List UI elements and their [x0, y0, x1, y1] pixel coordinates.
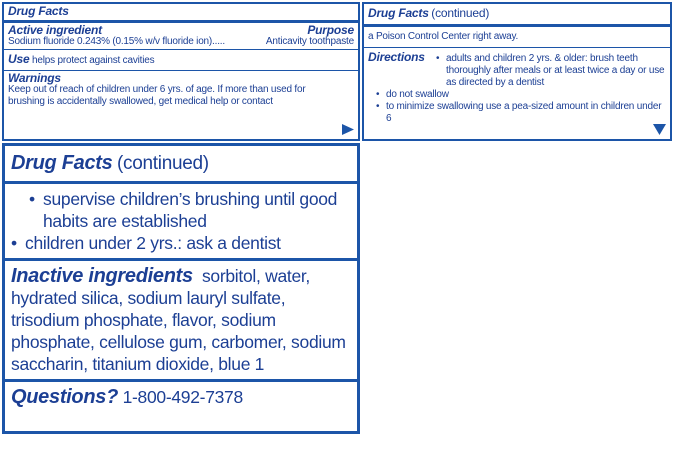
panel-1: Drug Facts Active ingredient Purpose Sodi… — [2, 2, 360, 141]
title-suffix: (continued) — [431, 6, 490, 20]
direction: adults and children 2 yrs. & older: brus… — [436, 53, 666, 89]
direction: supervise children’s brushing until good… — [29, 188, 351, 232]
text: Sodium fluoride 0.243% (0.15% w/v fluori… — [8, 36, 225, 47]
direction: do not swallow — [376, 89, 666, 101]
warnings-section: Warnings Keep out of reach of children u… — [4, 71, 358, 139]
panel-2: Drug Facts (continued) a Poison Control … — [362, 2, 672, 141]
arrow — [342, 124, 354, 135]
heading: Questions? — [11, 386, 119, 408]
text: sorbitol, water, hydrated silica, sodium… — [11, 266, 346, 374]
heading: Inactive ingredients — [11, 265, 193, 287]
title: Drug Facts — [368, 6, 429, 20]
title-row: Drug Facts — [4, 4, 358, 23]
title: Drug Facts — [11, 152, 113, 174]
questions-section: Questions? 1-800-492-7378 — [5, 382, 357, 431]
directions-section: supervise children’s brushing until good… — [5, 184, 357, 261]
panel-3: Drug Facts (continued) supervise childre… — [2, 143, 360, 434]
heading: Use — [8, 52, 30, 66]
warnings-section: a Poison Control Center right away. — [364, 27, 670, 48]
heading: Active ingredient — [8, 23, 102, 37]
use-section: Use helps protect against cavities — [4, 50, 358, 71]
text: helps protect against cavities — [32, 55, 155, 66]
title-row: Drug Facts (continued) — [5, 146, 357, 184]
title-row: Drug Facts (continued) — [364, 4, 670, 27]
directions-list: adults and children 2 yrs. & older: brus… — [376, 53, 666, 125]
title-suffix: (continued) — [117, 153, 209, 174]
direction: to minimize swallowing use a pea-sized a… — [376, 101, 666, 125]
heading: Directions — [368, 50, 425, 64]
text: a Poison Control Center right away. — [368, 31, 519, 42]
text: Keep out of reach of children under 6 yr… — [8, 84, 306, 107]
inactive-section: Inactive ingredients sorbitol, water, hy… — [5, 261, 357, 382]
arrow — [653, 124, 666, 135]
heading: Purpose — [307, 23, 354, 37]
active-section: Active ingredient Purpose Sodium fluoride… — [4, 23, 358, 50]
text: Anticavity toothpaste — [265, 36, 354, 47]
heading: Warnings — [8, 71, 61, 85]
directions-list: supervise children’s brushing until good… — [11, 188, 351, 254]
title: Drug Facts — [8, 4, 69, 18]
direction: children under 2 yrs.: ask a dentist — [11, 232, 351, 254]
text: 1-800-492-7378 — [122, 387, 244, 407]
directions-section: Directions adults and children 2 yrs. & … — [364, 48, 670, 139]
